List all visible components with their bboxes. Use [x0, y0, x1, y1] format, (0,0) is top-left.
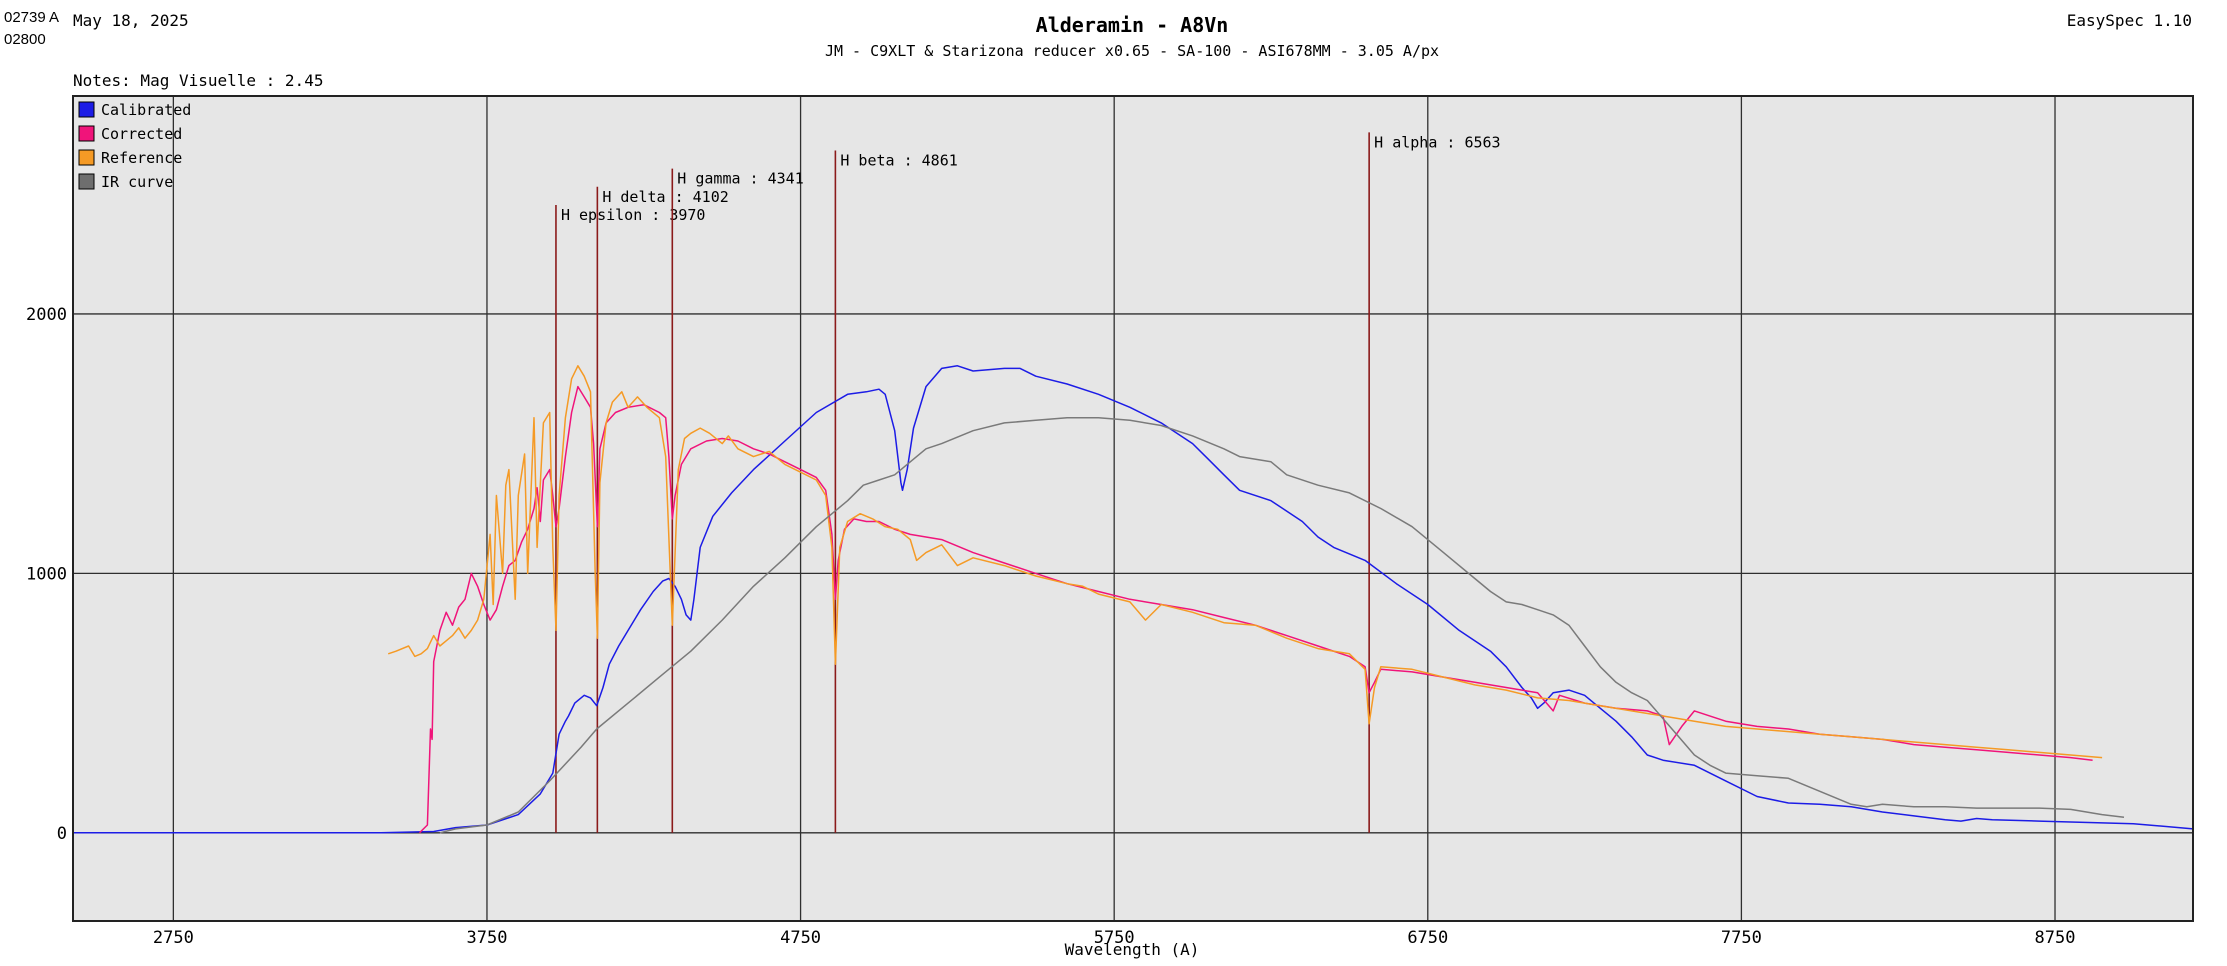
x-tick-label: 2750 — [153, 928, 194, 948]
legend-label: Reference — [101, 149, 182, 167]
axis-tick-labels: 2750 3750 4750 5750 6750 7750 8750 0 1000 2000 — [26, 305, 2075, 948]
y-tick-label: 0 — [57, 824, 67, 844]
date-label: May 18, 2025 — [73, 11, 189, 30]
notes-label: Notes: Mag Visuelle : 2.45 — [73, 71, 323, 90]
data-series — [73, 365, 2194, 834]
series-ir-curve — [439, 416, 2125, 834]
plot-border — [72, 95, 2194, 922]
x-tick-label: 7750 — [1721, 928, 1762, 948]
plot-area — [73, 96, 2193, 921]
legend-swatch — [78, 149, 95, 166]
spectral-line-label: H alpha : 6563 — [1374, 133, 1500, 151]
legend-swatch — [78, 173, 95, 190]
series-reference — [387, 365, 2103, 759]
legend-label: Corrected — [101, 125, 182, 143]
legend: Calibrated Corrected Reference IR curve — [78, 101, 191, 191]
top-left-label-2: 02800 — [4, 31, 46, 48]
x-tick-label: 6750 — [1407, 928, 1448, 948]
chart-title: Alderamin - A8Vn — [1036, 13, 1229, 37]
spectral-line-label: H epsilon : 3970 — [561, 206, 706, 224]
legend-swatch — [78, 125, 95, 142]
y-tick-label: 2000 — [26, 305, 67, 325]
app-version: EasySpec 1.10 — [2067, 11, 2192, 30]
x-tick-label: 8750 — [2035, 928, 2076, 948]
x-tick-label: 4750 — [780, 928, 821, 948]
spectral-line-label: H delta : 4102 — [602, 188, 728, 206]
spectral-line-label: H gamma : 4341 — [677, 170, 803, 188]
chart-subtitle: JM - C9XLT & Starizona reducer x0.65 - S… — [825, 42, 1439, 60]
legend-label: IR curve — [101, 173, 173, 191]
legend-label: Calibrated — [101, 101, 191, 119]
y-tick-label: 1000 — [26, 564, 67, 584]
grid-lines — [73, 96, 2193, 921]
x-tick-label: 5750 — [1094, 928, 1135, 948]
legend-swatch — [78, 101, 95, 118]
top-left-label-1: 02739 A — [4, 9, 59, 26]
series-calibrated — [73, 365, 2194, 834]
x-axis-label: Wavelength (A) — [1065, 940, 1200, 959]
x-tick-label: 3750 — [466, 928, 507, 948]
spectral-line-label: H beta : 4861 — [840, 151, 957, 169]
